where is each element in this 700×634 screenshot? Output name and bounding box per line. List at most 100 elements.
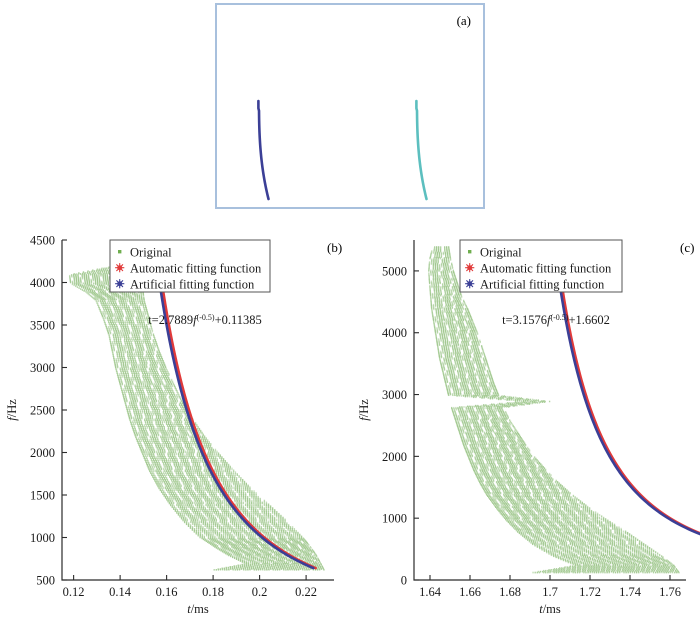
data-point: [133, 395, 135, 399]
data-point: [146, 384, 149, 388]
data-point: [102, 291, 105, 294]
data-point: [153, 473, 155, 476]
data-point: [196, 495, 198, 499]
data-point: [84, 277, 86, 280]
data-point: [281, 542, 283, 544]
data-point: [279, 535, 282, 539]
data-point: [200, 475, 202, 478]
data-point: [293, 531, 295, 535]
data-point: [209, 538, 211, 541]
data-point: [142, 293, 145, 296]
data-point: [277, 543, 280, 545]
data-point: [102, 289, 104, 291]
data-point: [165, 380, 167, 384]
data-point: [260, 545, 263, 547]
data-point: [295, 531, 297, 535]
data-point: [204, 448, 206, 452]
data-point: [102, 269, 105, 272]
data-point: [233, 528, 235, 531]
data-point: [224, 537, 226, 540]
data-point: [252, 520, 255, 524]
data-point: [159, 352, 161, 356]
data-point: [184, 439, 186, 442]
data-point: [259, 499, 261, 503]
data-point: [280, 531, 282, 535]
data-point: [261, 501, 263, 505]
data-point: [107, 280, 109, 283]
data-point: [215, 503, 218, 507]
data-point: [249, 541, 251, 544]
data-point: [136, 384, 138, 388]
data-point: [209, 520, 211, 524]
data-point: [126, 331, 129, 335]
data-point: [181, 465, 183, 469]
data-point: [157, 420, 159, 424]
data-point: [144, 316, 146, 320]
data-point: [172, 399, 174, 403]
data-point: [191, 441, 194, 444]
data-point: [194, 503, 197, 507]
data-point: [251, 503, 253, 507]
data-point: [170, 478, 173, 482]
data-point: [131, 363, 133, 367]
data-point: [251, 544, 253, 546]
data-point: [153, 342, 156, 346]
data-point: [109, 329, 111, 333]
data-point: [147, 314, 149, 318]
data-point: [137, 344, 140, 348]
data-point: [235, 546, 237, 548]
data-point: [124, 298, 126, 301]
data-point: [244, 512, 247, 516]
data-point: [162, 375, 165, 378]
data-point: [162, 407, 164, 410]
data-point: [203, 537, 205, 540]
data-point: [187, 448, 189, 452]
data-point: [134, 420, 136, 424]
data-point: [214, 448, 217, 452]
data-point: [152, 441, 154, 444]
data-point: [91, 292, 94, 295]
data-point: [232, 538, 234, 541]
data-point: [183, 492, 185, 495]
data-point: [226, 543, 229, 545]
data-point: [226, 544, 228, 546]
data-point: [124, 359, 126, 363]
data-point: [120, 320, 122, 323]
data-point: [145, 337, 147, 340]
data-point: [297, 541, 299, 544]
data-point: [154, 337, 156, 340]
data-point: [206, 509, 208, 512]
data-point: [157, 412, 159, 416]
data-point: [134, 303, 136, 306]
data-point: [246, 533, 248, 537]
data-point: [111, 303, 113, 306]
data-point: [73, 284, 75, 287]
data-point: [105, 298, 107, 301]
data-point: [169, 452, 171, 456]
data-point: [156, 482, 158, 486]
data-point: [149, 341, 151, 344]
data-point: [255, 512, 257, 516]
data-point: [218, 543, 220, 545]
data-point: [145, 450, 147, 454]
data-point: [198, 463, 201, 467]
data-point: [149, 359, 152, 363]
data-point: [242, 486, 245, 490]
data-point: [174, 407, 177, 410]
data-point: [75, 274, 77, 276]
data-point: [291, 544, 293, 546]
data-point: [161, 439, 163, 442]
data-point: [142, 439, 145, 442]
data-point: [227, 478, 229, 482]
data-point: [259, 541, 261, 544]
data-point: [152, 475, 154, 478]
data-point: [157, 433, 160, 437]
data-point: [218, 531, 221, 535]
data-point: [135, 371, 137, 374]
data-point: [247, 486, 249, 490]
data-point: [202, 433, 204, 437]
data-point: [164, 433, 166, 437]
data-point: [229, 478, 231, 482]
data-point: [87, 285, 89, 288]
data-point: [73, 280, 76, 283]
